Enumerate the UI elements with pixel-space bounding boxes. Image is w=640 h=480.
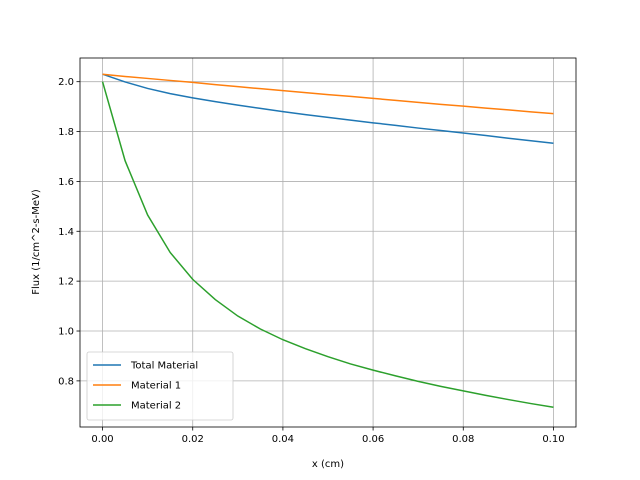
- legend-label-3: Material 2: [131, 401, 181, 412]
- y-tick-label: 1.2: [58, 277, 74, 288]
- legend-label-1: Total Material: [130, 361, 198, 372]
- x-tick-label: 0.02: [182, 434, 204, 445]
- x-tick-label: 0.00: [91, 434, 113, 445]
- y-tick-label: 1.6: [58, 177, 74, 188]
- x-tick-label: 0.10: [542, 434, 564, 445]
- legend-box: [86, 351, 234, 421]
- y-tick-label: 1.0: [58, 327, 74, 338]
- series-line-3: [101, 81, 554, 409]
- legend-label-2: Material 1: [131, 381, 181, 392]
- y-axis-ticks: 0.8 1.0 1.2 1.4 1.6 1.8 2.0: [58, 77, 80, 387]
- legend: Total Material Material 1 Material 2: [86, 351, 234, 421]
- x-tick-label: 0.08: [452, 434, 474, 445]
- grid: [80, 58, 576, 427]
- series-lines: [101, 73, 554, 409]
- y-tick-label: 1.4: [58, 227, 74, 238]
- x-tick-label: 0.04: [272, 434, 294, 445]
- series-line-1: [102, 73, 554, 145]
- x-axis-ticks: 0.00 0.02 0.04 0.06 0.08 0.10: [91, 427, 565, 445]
- plot-frame: [79, 57, 577, 428]
- x-axis-label: x (cm): [312, 459, 344, 470]
- y-tick-label: 1.8: [58, 127, 74, 138]
- x-tick-label: 0.06: [362, 434, 384, 445]
- y-axis-label: Flux (1/cm^2-s-MeV): [31, 189, 42, 295]
- y-tick-label: 2.0: [58, 77, 74, 88]
- series-line-2: [102, 73, 554, 115]
- y-tick-label: 0.8: [58, 376, 74, 387]
